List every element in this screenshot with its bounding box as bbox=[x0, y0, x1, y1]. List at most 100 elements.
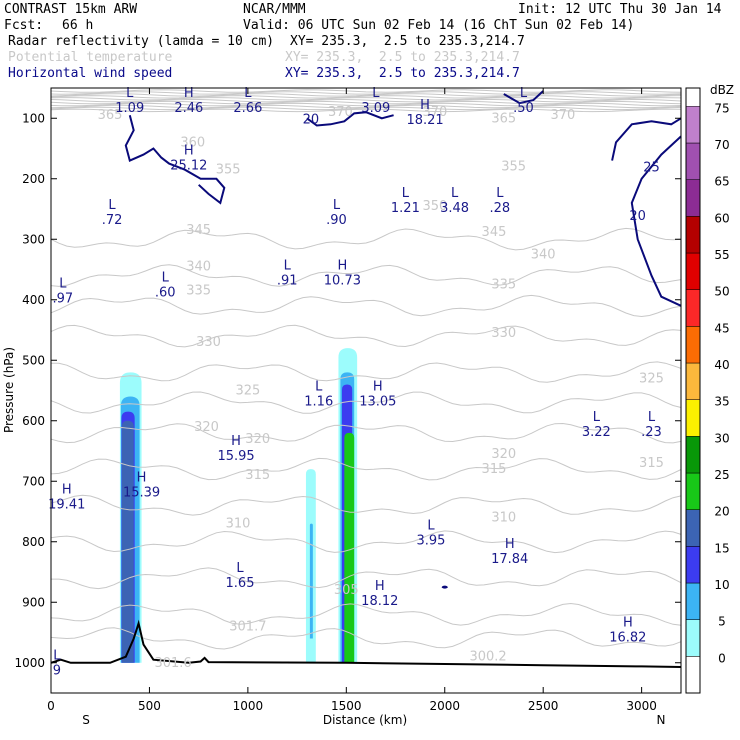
colorbar-label: 35 bbox=[714, 395, 729, 409]
x-tick-label: 2500 bbox=[528, 699, 559, 713]
colorbar-label: 75 bbox=[714, 101, 729, 115]
colorbar-swatch bbox=[685, 326, 701, 364]
theta-label: 301.6 bbox=[154, 656, 191, 671]
extremum-type: L bbox=[162, 271, 170, 286]
colorbar-label: 70 bbox=[714, 138, 729, 152]
extremum-value: 9 bbox=[53, 664, 61, 679]
y-tick-label: 300 bbox=[22, 232, 45, 246]
theta-label: 301.7 bbox=[229, 619, 266, 634]
theta-label: 335 bbox=[491, 278, 516, 293]
colorbar-label: 30 bbox=[714, 431, 729, 445]
theta-contour bbox=[50, 494, 682, 516]
theta-label: 330 bbox=[491, 326, 516, 341]
valid-time: Valid: 06 UTC Sun 02 Feb 14 (16 ChT Sun … bbox=[243, 18, 635, 33]
extremum-value: 1.65 bbox=[226, 576, 255, 591]
colorbar-swatch bbox=[685, 216, 701, 254]
colorbar-label: 5 bbox=[718, 615, 726, 629]
extremum-type: H bbox=[373, 380, 383, 395]
wind-contour bbox=[306, 111, 394, 127]
field-1-name: Radar reflectivity (lamda = 10 cm) bbox=[8, 34, 275, 49]
extremum-type: H bbox=[184, 86, 194, 101]
theta-contour-upper bbox=[50, 91, 682, 95]
wind-contour bbox=[611, 117, 682, 161]
theta-contours-layer bbox=[50, 89, 682, 650]
field-3-name: Horizontal wind speed bbox=[8, 66, 173, 81]
extremum-value: 15.39 bbox=[123, 485, 160, 500]
theta-contour bbox=[50, 264, 682, 287]
theta-contour-upper bbox=[50, 106, 682, 111]
extremum-value: 2.66 bbox=[233, 101, 262, 116]
y-tick-label: 800 bbox=[22, 535, 45, 549]
extremum-value: 3.22 bbox=[582, 425, 611, 440]
axes-layer: 0 500 1000 1500 2000 2500 3000 100 200 300 400 500 6… bbox=[14, 88, 681, 713]
theta-label: 340 bbox=[186, 259, 211, 274]
extremum-value: 10.73 bbox=[324, 274, 361, 289]
theta-contour bbox=[50, 530, 682, 554]
extremum-type: H bbox=[337, 259, 347, 274]
extremum-value: .90 bbox=[326, 213, 347, 228]
extremum-type: L bbox=[496, 186, 504, 201]
theta-label: 340 bbox=[531, 247, 556, 262]
x-tick-label: 1500 bbox=[331, 699, 362, 713]
extremum-type: L bbox=[372, 86, 380, 101]
wind-contour-label: 20 bbox=[303, 112, 320, 127]
theta-contour bbox=[50, 361, 682, 383]
x-tick-label: 1000 bbox=[233, 699, 264, 713]
colorbar-label: 10 bbox=[714, 578, 729, 592]
theta-contour bbox=[50, 294, 682, 318]
colorbar-swatch bbox=[685, 472, 701, 510]
extremum-type: L bbox=[53, 649, 61, 664]
extremum-value: 1.21 bbox=[391, 201, 420, 216]
colorbar-label: 20 bbox=[714, 505, 729, 519]
wind-contour-small bbox=[441, 585, 448, 589]
colorbar-swatch bbox=[685, 656, 701, 694]
theta-label: 345 bbox=[482, 225, 507, 240]
plot-frame bbox=[50, 87, 682, 694]
y-axis-label: Pressure (hPa) bbox=[2, 347, 16, 433]
theta-label: 345 bbox=[186, 223, 211, 238]
extremum-value: 3.95 bbox=[416, 534, 445, 549]
colorbar-swatch bbox=[685, 546, 701, 584]
forecast-label: Fcst: bbox=[4, 18, 44, 33]
colorbar-swatch bbox=[685, 362, 701, 400]
theta-contour-upper bbox=[50, 89, 682, 93]
extremum-type: L bbox=[402, 186, 410, 201]
extremum-value: 3.09 bbox=[361, 101, 390, 116]
colorbar-label: 0 bbox=[718, 651, 726, 665]
theta-contour bbox=[50, 627, 682, 650]
theta-contour-upper bbox=[50, 95, 682, 99]
wind-contour bbox=[630, 135, 682, 307]
colorbar-swatch bbox=[685, 582, 701, 620]
colorbar-frame bbox=[685, 87, 701, 694]
colorbar-label: 65 bbox=[714, 175, 729, 189]
extremum-value: 13.05 bbox=[359, 395, 396, 410]
theta-label: 305 bbox=[334, 583, 359, 598]
theta-label: 370 bbox=[422, 105, 447, 120]
extremum-value: 18.21 bbox=[406, 113, 443, 128]
extremum-type: H bbox=[375, 579, 385, 594]
extremum-value: .60 bbox=[155, 286, 176, 301]
theta-contour bbox=[51, 567, 682, 590]
x-axis-label: Distance (km) bbox=[323, 713, 407, 727]
extremum-type: L bbox=[333, 198, 341, 213]
extremum-value: .50 bbox=[513, 101, 534, 116]
extremum-type: L bbox=[59, 277, 67, 292]
colorbar-swatch bbox=[685, 106, 701, 144]
extremum-type: L bbox=[520, 86, 528, 101]
theta-contour-upper bbox=[50, 100, 682, 105]
colorbar-label: 25 bbox=[714, 468, 729, 482]
wind-contour bbox=[503, 90, 544, 105]
y-tick-label: 1000 bbox=[14, 656, 45, 670]
theta-label: 320 bbox=[194, 420, 219, 435]
x-tick-label: 2000 bbox=[429, 699, 460, 713]
extremum-type: H bbox=[505, 537, 515, 552]
extremum-value: 2.46 bbox=[174, 101, 203, 116]
extremum-type: L bbox=[648, 410, 656, 425]
extremum-value: 15.95 bbox=[217, 449, 254, 464]
theta-contour-upper bbox=[50, 97, 682, 101]
x-end-south: S bbox=[82, 713, 90, 727]
extremum-type: H bbox=[62, 482, 72, 497]
y-tick-label: 100 bbox=[22, 111, 45, 125]
theta-contour-upper bbox=[50, 102, 682, 107]
extremum-type: L bbox=[451, 186, 459, 201]
